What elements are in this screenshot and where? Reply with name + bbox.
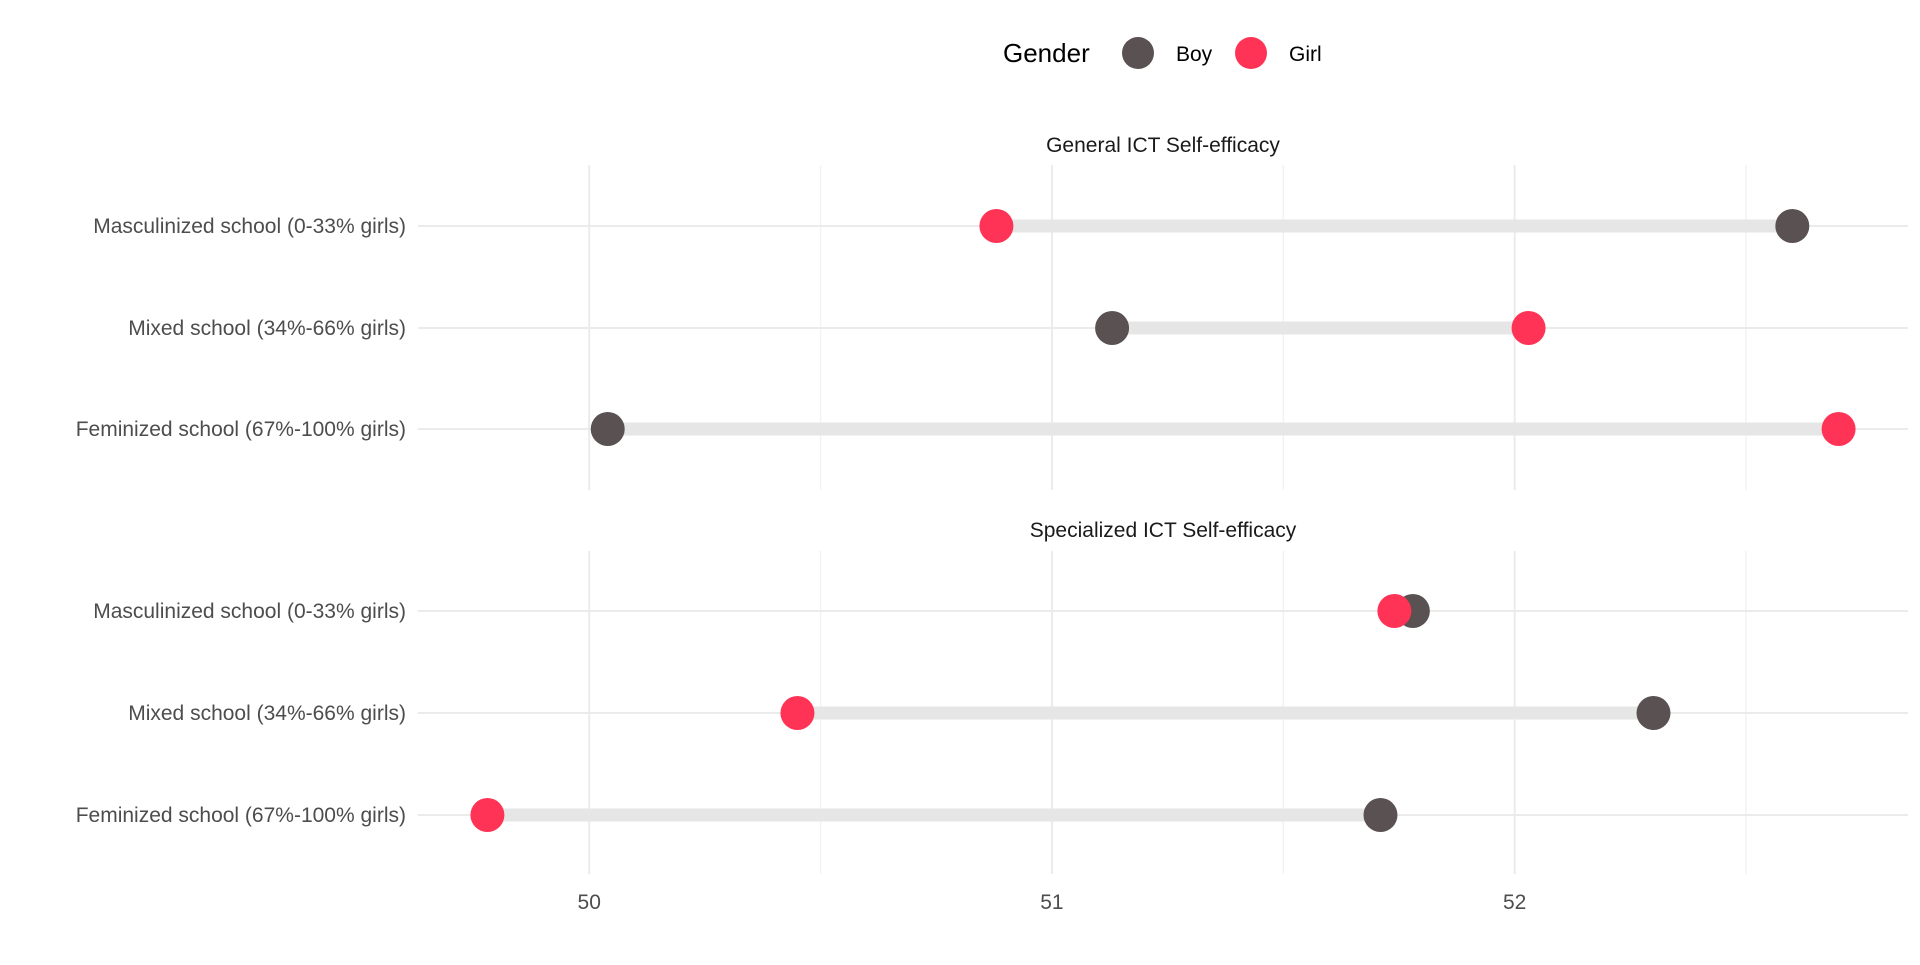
point-girl: [979, 209, 1014, 243]
point-boy: [1775, 209, 1810, 243]
y-tick-label: Mixed school (34%-66% girls): [128, 317, 406, 340]
legend-label-girl: Girl: [1289, 43, 1322, 66]
y-tick-label: Masculinized school (0-33% girls): [93, 215, 406, 238]
facet-title: Specialized ICT Self-efficacy: [1030, 519, 1297, 542]
legend-swatch-girl: [1235, 37, 1267, 69]
point-boy: [1636, 696, 1671, 730]
point-girl: [1511, 311, 1546, 345]
x-tick-label: 50: [578, 891, 601, 914]
panel-2: Specialized ICT Self-efficacy Masculinize…: [76, 519, 1908, 874]
panel-1: General ICT Self-efficacy Masculinized sc…: [76, 134, 1908, 490]
legend-label-boy: Boy: [1176, 43, 1213, 66]
legend-swatch-boy: [1122, 37, 1154, 69]
point-girl: [1821, 412, 1856, 446]
panels: General ICT Self-efficacy Masculinized sc…: [76, 134, 1908, 874]
point-boy: [1363, 798, 1398, 832]
point-girl: [780, 696, 815, 730]
x-tick-label: 51: [1040, 891, 1063, 914]
facet-title: General ICT Self-efficacy: [1046, 134, 1280, 157]
y-tick-label: Mixed school (34%-66% girls): [128, 702, 406, 725]
y-tick-label: Feminized school (67%-100% girls): [76, 804, 406, 827]
x-axis: 50 51 52: [578, 891, 1527, 914]
y-tick-label: Masculinized school (0-33% girls): [93, 600, 406, 623]
point-boy: [590, 412, 625, 446]
point-girl: [1377, 594, 1412, 628]
legend: Gender Boy Girl: [1003, 37, 1322, 69]
x-tick-label: 52: [1503, 891, 1526, 914]
point-boy: [1095, 311, 1130, 345]
legend-title: Gender: [1003, 38, 1090, 68]
y-tick-label: Feminized school (67%-100% girls): [76, 418, 406, 441]
point-girl: [470, 798, 505, 832]
